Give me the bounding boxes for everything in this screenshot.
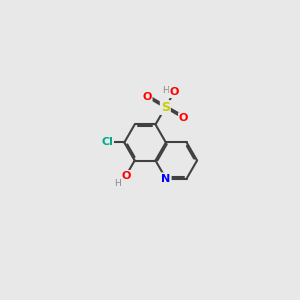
Text: H: H xyxy=(114,179,121,188)
Text: O: O xyxy=(169,88,179,98)
Text: S: S xyxy=(161,101,170,114)
Text: N: N xyxy=(161,173,170,184)
Text: O: O xyxy=(142,92,152,102)
Text: O: O xyxy=(178,113,188,123)
Text: O: O xyxy=(121,170,131,181)
Text: Cl: Cl xyxy=(101,137,113,148)
Text: H: H xyxy=(163,86,169,95)
